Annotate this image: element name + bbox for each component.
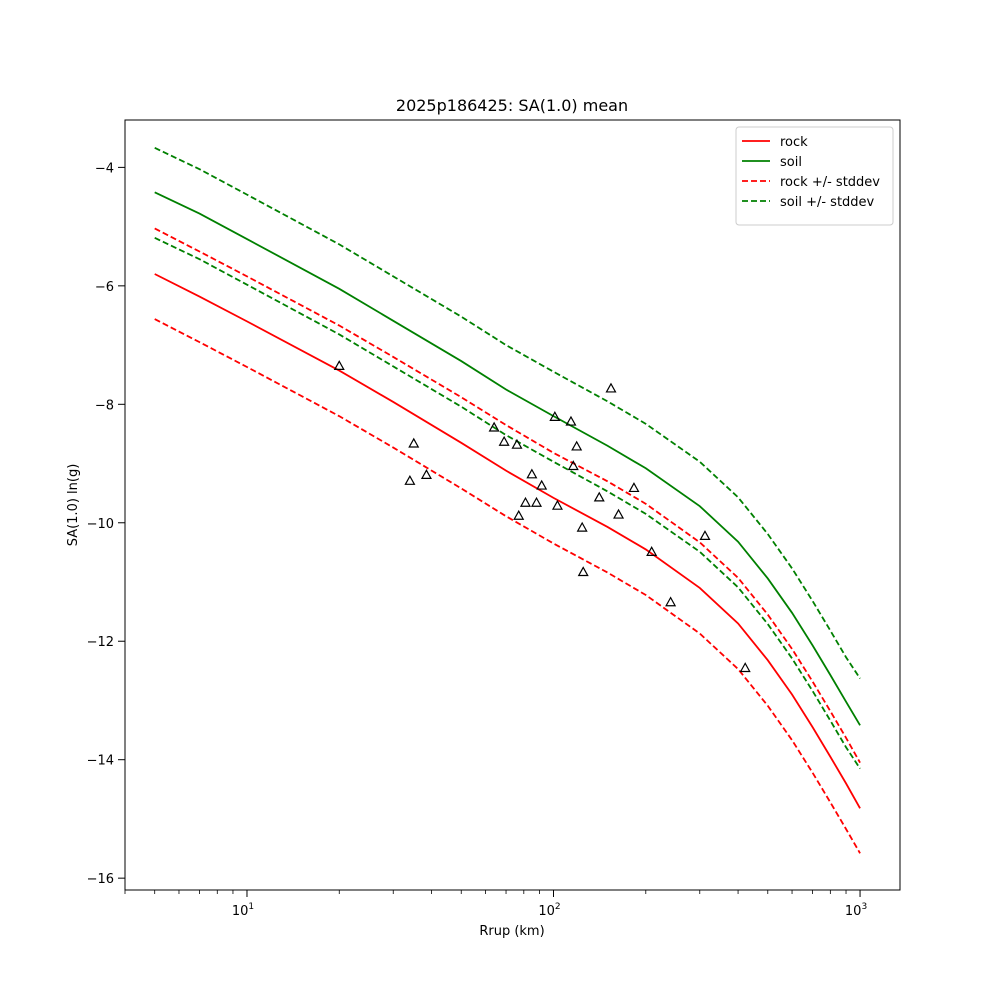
observation-point-0 — [333, 360, 345, 371]
axes-frame — [124, 119, 901, 891]
y-axis: −4 −6 −8 −10 −12 −14 −16 — [87, 161, 125, 887]
observation-point-21 — [613, 508, 625, 519]
chart-title: 2025p186425: SA(1.0) mean — [396, 96, 628, 115]
series-layer — [154, 147, 861, 854]
observation-point-12 — [549, 411, 561, 421]
y-tick-label-1: −6 — [95, 280, 114, 295]
series-line-0 — [154, 273, 861, 809]
observation-point-8 — [519, 496, 531, 507]
observation-point-13 — [551, 499, 563, 510]
observation-point-4 — [488, 421, 500, 432]
observation-point-17 — [576, 521, 588, 532]
observation-point-9 — [526, 468, 538, 479]
observation-point-1 — [404, 474, 416, 485]
series-line-3 — [154, 318, 861, 854]
legend-label-2: rock +/- stddev — [780, 175, 880, 190]
observation-point-5 — [498, 435, 510, 446]
observation-point-22 — [628, 482, 640, 493]
observation-point-25 — [699, 530, 711, 541]
y-tick-label-4: −12 — [87, 635, 114, 650]
series-line-2 — [154, 227, 861, 764]
observation-point-23 — [646, 546, 658, 556]
observation-points — [333, 360, 751, 673]
legend-label-1: soil — [780, 155, 802, 170]
legend-label-0: rock — [780, 135, 808, 150]
observation-point-26 — [739, 662, 751, 673]
observation-point-15 — [567, 460, 579, 471]
observation-point-7 — [513, 509, 525, 520]
legend-box — [735, 126, 894, 226]
x-tick-label-0: 101 — [232, 902, 254, 919]
observation-point-6 — [511, 438, 523, 449]
observation-point-14 — [565, 415, 577, 426]
x-axis: 101 102 103 — [124, 890, 867, 919]
x-axis-label: Rrup (km) — [479, 924, 544, 939]
series-line-4 — [154, 147, 861, 680]
y-tick-label-3: −10 — [87, 517, 114, 532]
y-tick-label-6: −16 — [87, 872, 114, 887]
observation-point-10 — [530, 496, 543, 507]
observation-point-11 — [536, 479, 548, 490]
x-tick-label-1: 102 — [538, 902, 560, 919]
observation-point-18 — [577, 566, 589, 577]
observation-point-2 — [408, 437, 420, 448]
observation-point-24 — [665, 596, 677, 607]
observation-point-16 — [571, 440, 583, 451]
x-tick-label-2: 103 — [845, 902, 867, 919]
y-axis-label: SA(1.0) ln(g) — [66, 464, 81, 547]
legend: rock soil rock +/- stddev soil +/- stddev — [735, 126, 894, 226]
series-line-1 — [154, 191, 861, 726]
y-tick-label-0: −4 — [95, 161, 114, 176]
legend-label-3: soil +/- stddev — [780, 195, 875, 210]
observation-point-20 — [605, 382, 617, 393]
observation-point-19 — [593, 491, 605, 502]
y-tick-label-2: −8 — [95, 398, 114, 413]
observation-point-3 — [420, 469, 432, 479]
series-line-5 — [154, 237, 861, 770]
y-tick-label-5: −14 — [87, 754, 114, 769]
